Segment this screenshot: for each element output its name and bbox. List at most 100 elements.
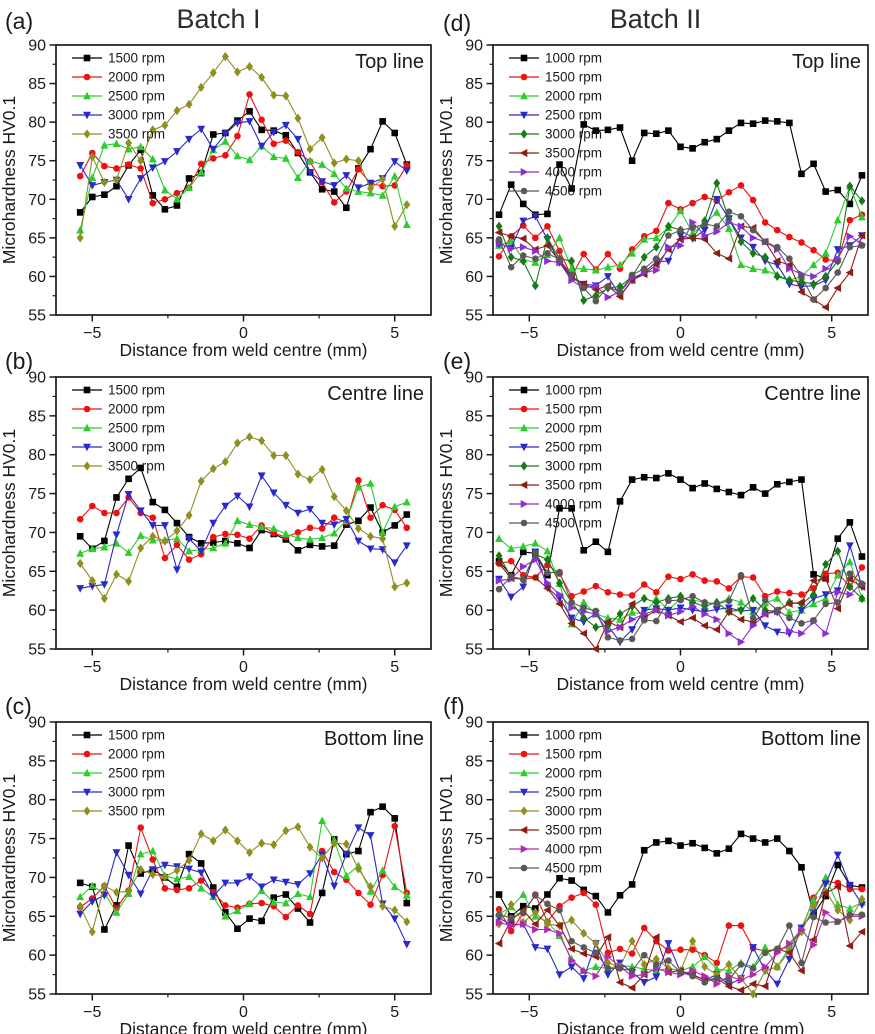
panel-letter-b: (b) [5,348,34,374]
svg-text:5: 5 [390,1004,399,1021]
svg-text:2000 rpm: 2000 rpm [108,70,165,85]
svg-text:60: 60 [465,603,483,620]
svg-text:0: 0 [676,325,685,342]
svg-text:0: 0 [676,659,685,676]
panel-letter-a: (a) [5,8,34,34]
svg-text:0: 0 [239,325,248,342]
svg-text:1500 rpm: 1500 rpm [545,70,602,85]
svg-text:Distance from weld centre (mm): Distance from weld centre (mm) [557,674,805,694]
svg-text:2000 rpm: 2000 rpm [545,89,602,104]
svg-text:1000 rpm: 1000 rpm [545,383,602,398]
svg-text:65: 65 [28,909,46,926]
svg-text:3500 rpm: 3500 rpm [545,478,602,493]
panel-letter-d: (d) [443,10,472,36]
svg-text:60: 60 [28,603,46,620]
svg-text:85: 85 [465,753,483,770]
svg-text:70: 70 [28,525,46,542]
svg-text:80: 80 [28,447,46,464]
svg-text:Centre line: Centre line [764,383,861,405]
svg-text:3500 rpm: 3500 rpm [108,127,165,142]
svg-text:65: 65 [465,909,483,926]
svg-text:70: 70 [465,192,483,209]
svg-text:75: 75 [28,486,46,503]
svg-text:5: 5 [827,1004,836,1021]
svg-text:1000 rpm: 1000 rpm [545,51,602,66]
svg-text:55: 55 [28,308,46,325]
svg-text:Top line: Top line [792,51,861,73]
svg-text:80: 80 [465,447,483,464]
svg-text:Top line: Top line [355,51,424,73]
svg-text:90: 90 [28,370,46,387]
svg-text:5: 5 [390,325,399,342]
svg-text:−5: −5 [83,1004,101,1021]
svg-text:Bottom line: Bottom line [761,728,861,750]
svg-text:75: 75 [465,153,483,170]
svg-text:55: 55 [465,642,483,659]
svg-text:85: 85 [465,76,483,93]
svg-text:Microhardness HV0.1: Microhardness HV0.1 [0,96,19,264]
svg-text:3500 rpm: 3500 rpm [108,804,165,819]
svg-text:90: 90 [465,715,483,732]
svg-text:80: 80 [28,792,46,809]
chart-batch2-top-line: 55 60 65 70 75 80 85 90 −5 0 5 Distance from weld c… [436,38,869,360]
svg-text:2000 rpm: 2000 rpm [545,421,602,436]
svg-text:85: 85 [28,753,46,770]
svg-text:90: 90 [465,38,483,55]
svg-text:−5: −5 [83,659,101,676]
svg-text:55: 55 [28,987,46,1004]
svg-text:2500 rpm: 2500 rpm [108,421,165,436]
svg-text:Distance from weld centre (mm): Distance from weld centre (mm) [120,1019,368,1034]
svg-text:Microhardness HV0.1: Microhardness HV0.1 [436,774,456,942]
svg-text:65: 65 [465,230,483,247]
svg-text:4500 rpm: 4500 rpm [545,516,602,531]
svg-text:2000 rpm: 2000 rpm [108,402,165,417]
svg-text:3000 rpm: 3000 rpm [545,804,602,819]
svg-text:Microhardness HV0.1: Microhardness HV0.1 [0,774,19,942]
svg-text:0: 0 [239,1004,248,1021]
svg-text:3000 rpm: 3000 rpm [545,459,602,474]
svg-text:4500 rpm: 4500 rpm [545,861,602,876]
svg-text:Microhardness HV0.1: Microhardness HV0.1 [436,429,456,597]
svg-text:−5: −5 [83,325,101,342]
svg-text:3500 rpm: 3500 rpm [545,146,602,161]
svg-text:85: 85 [28,408,46,425]
svg-text:75: 75 [465,831,483,848]
svg-text:0: 0 [676,1004,685,1021]
svg-text:1500 rpm: 1500 rpm [108,51,165,66]
svg-text:−5: −5 [520,659,538,676]
svg-text:Microhardness HV0.1: Microhardness HV0.1 [436,96,456,264]
panel-letter-f: (f) [443,693,465,719]
svg-text:70: 70 [465,525,483,542]
svg-text:55: 55 [465,308,483,325]
svg-text:2000 rpm: 2000 rpm [545,766,602,781]
svg-text:1500 rpm: 1500 rpm [545,402,602,417]
svg-text:60: 60 [465,948,483,965]
svg-text:80: 80 [465,792,483,809]
svg-text:85: 85 [28,76,46,93]
svg-text:70: 70 [465,870,483,887]
svg-text:Distance from weld centre (mm): Distance from weld centre (mm) [120,340,368,360]
svg-text:0: 0 [239,659,248,676]
svg-text:55: 55 [28,642,46,659]
svg-text:Microhardness HV0.1: Microhardness HV0.1 [0,429,19,597]
svg-text:1500 rpm: 1500 rpm [108,383,165,398]
svg-text:55: 55 [465,987,483,1004]
svg-text:3500 rpm: 3500 rpm [545,823,602,838]
svg-text:75: 75 [465,486,483,503]
svg-text:90: 90 [465,370,483,387]
svg-text:−5: −5 [520,325,538,342]
svg-text:5: 5 [390,659,399,676]
svg-text:60: 60 [28,948,46,965]
svg-text:2500 rpm: 2500 rpm [108,89,165,104]
chart-batch1-top-line: 55 60 65 70 75 80 85 90 −5 0 5 Distance from weld c… [0,38,432,360]
svg-text:90: 90 [28,38,46,55]
svg-text:80: 80 [28,115,46,132]
svg-text:2500 rpm: 2500 rpm [545,108,602,123]
svg-text:2500 rpm: 2500 rpm [108,766,165,781]
svg-text:75: 75 [28,153,46,170]
svg-text:60: 60 [28,269,46,286]
svg-text:75: 75 [28,831,46,848]
svg-text:Bottom line: Bottom line [324,728,424,750]
chart-batch2-bottom-line: 55 60 65 70 75 80 85 90 −5 0 5 Distance from weld c… [436,715,869,1034]
